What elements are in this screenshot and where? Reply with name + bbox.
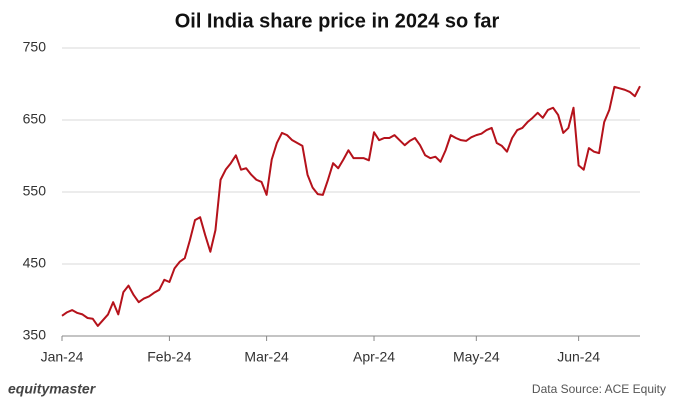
x-tick-label: Jan-24 [41, 349, 84, 365]
brand: equitymaster [8, 381, 97, 397]
y-tick-label: 750 [23, 39, 47, 55]
chart-title: Oil India share price in 2024 so far [175, 10, 500, 32]
source-note: Data Source: ACE Equity [532, 382, 666, 396]
y-tick-label: 350 [23, 327, 47, 343]
x-tick-label: Feb-24 [147, 349, 192, 365]
x-tick-label: Apr-24 [353, 349, 395, 365]
x-tick-label: Jun-24 [557, 349, 600, 365]
x-tick-label: May-24 [453, 349, 500, 365]
x-tick-label: Mar-24 [244, 349, 289, 365]
y-tick-label: 550 [23, 183, 47, 199]
y-tick-label: 450 [23, 255, 47, 271]
y-tick-label: 650 [23, 111, 47, 127]
price-line [61, 85, 641, 327]
